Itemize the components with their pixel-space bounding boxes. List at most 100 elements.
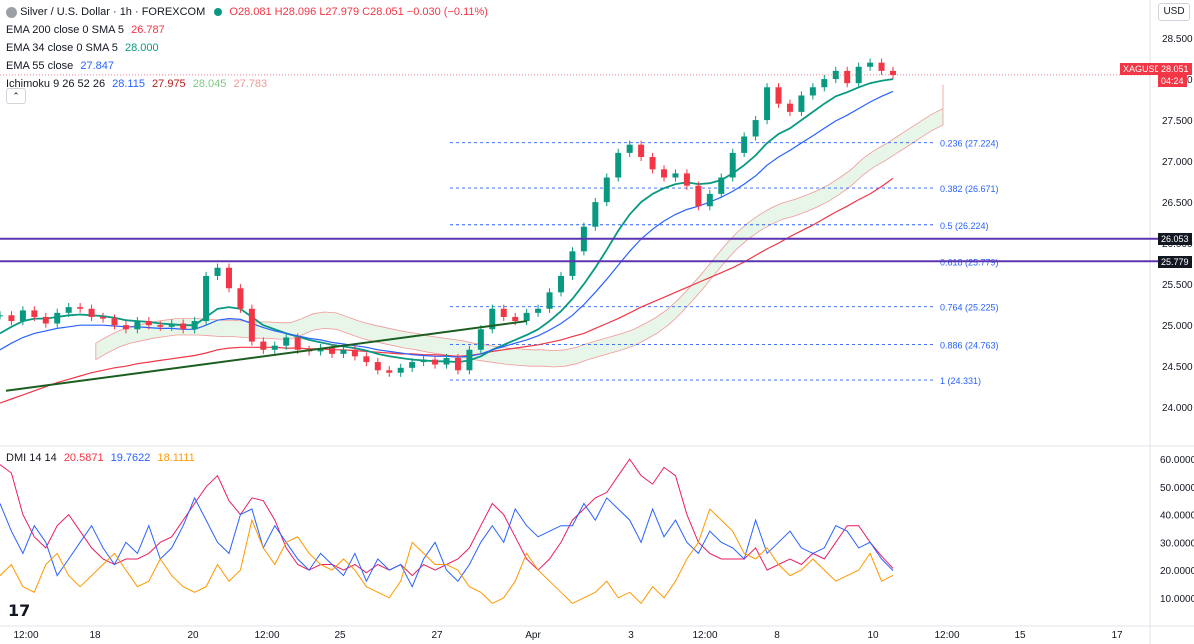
dmi-tick-label: 60.0000	[1160, 455, 1194, 466]
tradingview-logo[interactable]: 17	[8, 601, 31, 620]
candle-body	[214, 267, 221, 276]
indicator-value: 28.115	[112, 78, 145, 90]
candle-body	[397, 367, 404, 373]
time-tick-label: 10	[867, 630, 879, 641]
indicator-value: 27.975	[152, 78, 186, 90]
time-tick-label: Apr	[525, 630, 541, 641]
symbol-price-tag: XAGUSD	[1120, 63, 1165, 75]
indicator-ichimoku[interactable]: Ichimoku 9 26 52 26 28.115 27.975 28.045…	[6, 75, 488, 93]
dmi-label: DMI 14 14	[6, 452, 57, 464]
candle-body	[557, 275, 564, 293]
indicator-legend: Silver / U.S. Dollar · 1h · FOREXCOM O28…	[6, 3, 488, 93]
fibonacci-retracement[interactable]: 0.236 (27.224) 0.382 (26.671) 0.5 (26.224)…	[450, 139, 999, 386]
candle-body	[752, 120, 759, 137]
ichimoku-cloud	[95, 84, 944, 368]
fib-level-label: 1 (24.331)	[940, 376, 981, 386]
candle-body	[500, 308, 507, 317]
indicator-value: 28.000	[124, 42, 159, 54]
indicator-label: EMA 34 close 0 SMA 5	[6, 42, 118, 54]
indicator-label: EMA 55 close	[6, 60, 74, 72]
time-tick-label: 18	[89, 630, 101, 641]
countdown-tag: 04:24	[1158, 75, 1187, 87]
candle-body	[31, 310, 38, 317]
candle-body	[867, 62, 874, 67]
candle-body	[19, 310, 26, 322]
candle-body	[77, 307, 84, 309]
indicator-value: 26.787	[131, 24, 165, 36]
time-tick-label: 25	[334, 630, 346, 641]
hline-price-tag: 25.779	[1158, 256, 1192, 268]
candle-body	[271, 345, 278, 350]
ohlc-change: −0.030 (−0.11%)	[406, 6, 488, 18]
candle-body	[157, 325, 164, 327]
dmi-value: 18.1111	[157, 452, 195, 464]
cloud-band	[95, 84, 944, 368]
hline-price-tag: 26.053	[1158, 233, 1192, 245]
horizontal-lines[interactable]	[0, 74, 1158, 263]
candle-body	[329, 348, 336, 354]
indicator-ema34[interactable]: EMA 34 close 0 SMA 5 28.000	[6, 39, 488, 57]
candle-body	[351, 349, 358, 357]
candle-body	[523, 312, 530, 322]
ohlc-close: C28.051	[362, 6, 404, 18]
dmi-legend[interactable]: DMI 14 14 20.5871 19.7622 18.1111	[6, 452, 195, 464]
time-tick-label: 17	[1111, 630, 1123, 641]
candle-body	[695, 185, 702, 207]
fib-level-label: 0.382 (26.671)	[940, 184, 999, 194]
dmi-line-adx	[0, 458, 894, 577]
candle-body	[661, 169, 668, 178]
price-tick-label: 28.500	[1162, 34, 1193, 45]
indicator-ema55[interactable]: EMA 55 close 27.847	[6, 57, 488, 75]
fib-level-label: 0.236 (27.224)	[940, 139, 999, 149]
price-tick-label: 26.500	[1162, 198, 1193, 209]
symbol-icon	[6, 6, 17, 18]
time-tick-label: 8	[774, 630, 780, 641]
indicator-ema200[interactable]: EMA 200 close 0 SMA 5 26.787	[6, 21, 488, 39]
candle-body	[809, 87, 816, 96]
fib-level-label: 0.886 (24.763)	[940, 341, 999, 351]
price-tick-label: 24.500	[1162, 362, 1193, 373]
candle-body	[638, 144, 645, 157]
price-tick-label: 25.500	[1162, 280, 1193, 291]
dmi-line-di	[0, 508, 894, 605]
currency-button[interactable]: USD	[1158, 3, 1190, 21]
candle-body	[764, 87, 771, 121]
ohlc-open: O28.081	[229, 6, 272, 18]
candle-body	[65, 307, 72, 313]
dmi-tick-label: 10.0000	[1160, 594, 1194, 605]
dmi-tick-label: 30.0000	[1160, 538, 1194, 549]
candle-body	[454, 357, 461, 371]
candle-body	[786, 103, 793, 112]
candle-body	[844, 70, 851, 84]
candle-body	[672, 173, 679, 178]
time-tick-label: 27	[431, 630, 443, 641]
candle-body	[145, 321, 152, 326]
fib-level-label: 0.5 (26.224)	[940, 221, 989, 231]
candle-body	[134, 321, 141, 330]
candle-body	[203, 275, 210, 322]
time-tick-label: 3	[628, 630, 634, 641]
dmi-pane	[0, 458, 894, 605]
candle-body	[420, 359, 427, 363]
candle-body	[180, 323, 187, 330]
candle-body	[683, 173, 690, 186]
collapse-legend-button[interactable]: ⌃	[6, 88, 26, 104]
price-tick-label: 25.000	[1162, 321, 1193, 332]
candle-body	[718, 177, 725, 194]
candle-body	[546, 292, 553, 309]
candle-body	[409, 362, 416, 368]
last-price-tag: 28.051	[1158, 63, 1192, 75]
candle-body	[363, 356, 370, 363]
dmi-tick-label: 50.0000	[1160, 483, 1194, 494]
indicator-label: Ichimoku 9 26 52 26	[6, 78, 106, 90]
symbol-title[interactable]: Silver / U.S. Dollar · 1h · FOREXCOM	[20, 6, 206, 18]
axes: 24.00024.50025.00025.50026.00026.50027.0…	[13, 34, 1194, 641]
candle-body	[466, 349, 473, 371]
candle-body	[42, 316, 49, 324]
time-tick-label: 12:00	[934, 630, 959, 641]
ohlc-high: H28.096	[274, 6, 317, 18]
candle-body	[512, 316, 519, 322]
candle-body	[649, 156, 656, 170]
